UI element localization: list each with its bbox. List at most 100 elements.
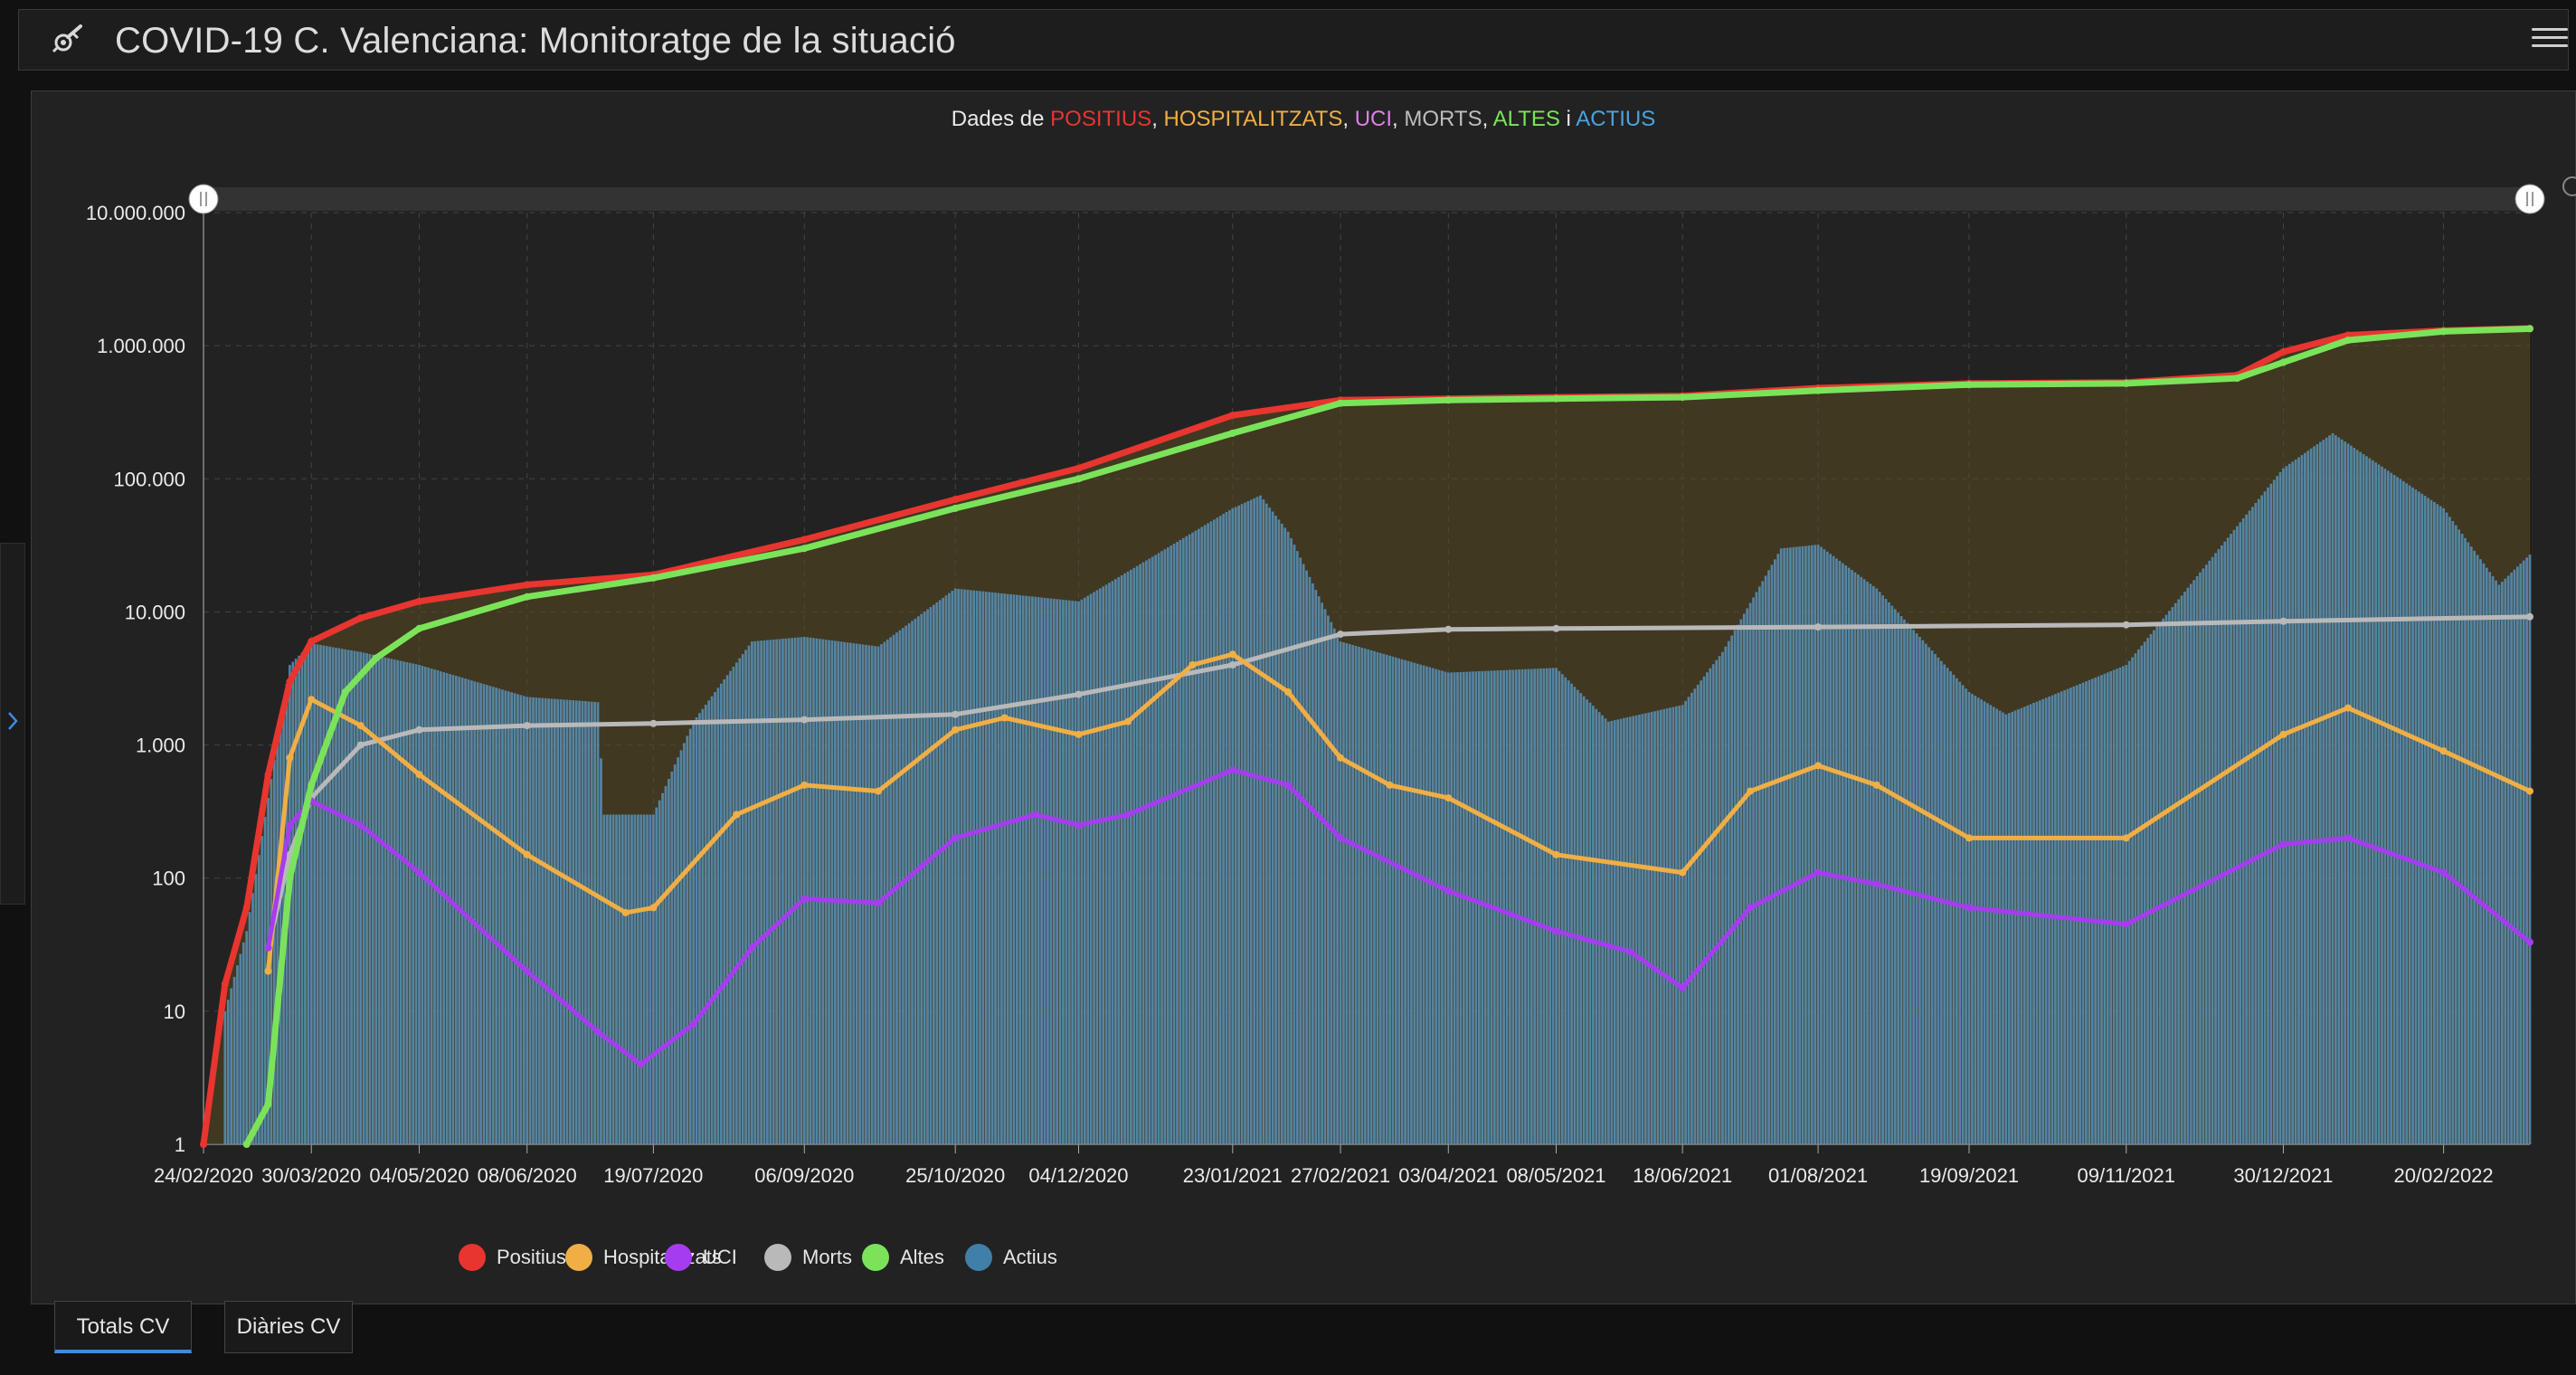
actius-bar <box>309 643 313 1144</box>
actius-bar <box>1656 710 1660 1144</box>
data-point-hospitalitzats <box>1552 850 1560 858</box>
actius-bar <box>2239 522 2242 1144</box>
actius-bar <box>1956 678 1958 1144</box>
actius-bar <box>942 597 944 1144</box>
data-point-uci <box>1965 904 1973 912</box>
actius-bar <box>926 609 929 1144</box>
data-point-altes <box>1679 394 1687 402</box>
actius-bar <box>1908 626 1912 1144</box>
chart-title-part: MORTS <box>1404 107 1482 131</box>
actius-bar <box>1141 562 1145 1144</box>
actius-bar <box>1058 599 1062 1144</box>
actius-bar <box>1295 551 1299 1144</box>
actius-bar <box>668 779 670 1144</box>
side-panel-toggle[interactable] <box>0 543 25 905</box>
actius-bar <box>843 641 846 1144</box>
actius-bar <box>1816 545 1820 1144</box>
actius-bar <box>948 593 951 1144</box>
actius-bar <box>2497 584 2501 1144</box>
actius-bar <box>1623 717 1625 1144</box>
actius-bar <box>972 590 976 1144</box>
actius-bar <box>2427 498 2429 1144</box>
actius-bar <box>2186 587 2190 1144</box>
range-handle-right[interactable] <box>2514 184 2545 214</box>
actius-bar <box>1037 597 1040 1144</box>
data-point-positius <box>523 581 531 589</box>
actius-bar <box>405 662 409 1144</box>
actius-bar <box>393 659 396 1144</box>
actius-bar <box>2460 534 2464 1144</box>
actius-bar <box>1157 553 1160 1144</box>
actius-bar <box>1888 602 1890 1144</box>
actius-bar <box>1342 642 1345 1144</box>
actius-bar <box>1733 630 1737 1144</box>
actius-bar <box>418 665 421 1144</box>
actius-bar <box>1453 672 1456 1144</box>
actius-bar <box>1406 660 1410 1144</box>
actius-bar <box>1185 536 1189 1144</box>
actius-bar <box>1724 646 1728 1144</box>
actius-bar <box>2278 471 2282 1144</box>
actius-bar <box>627 814 630 1144</box>
actius-bar <box>793 637 797 1144</box>
actius-bar <box>1034 596 1037 1144</box>
data-point-uci <box>1124 811 1132 819</box>
tab-totals-cv[interactable]: Totals CV <box>54 1301 192 1353</box>
actius-bar <box>2072 686 2076 1144</box>
actius-bar <box>1369 650 1373 1144</box>
actius-bar <box>442 672 446 1144</box>
chevron-right-icon <box>8 712 18 730</box>
data-point-uci <box>594 1028 601 1036</box>
actius-bar <box>2069 688 2072 1144</box>
actius-bar <box>2199 572 2202 1144</box>
actius-bar <box>1378 652 1382 1144</box>
actius-bar <box>1832 555 1835 1144</box>
actius-bar <box>1431 668 1435 1144</box>
series-line-morts <box>266 614 2533 951</box>
data-point-uci <box>1626 948 1634 956</box>
x-tick-label: 24/02/2020 <box>154 1164 253 1187</box>
actius-bar <box>507 691 510 1144</box>
actius-bar <box>1567 680 1570 1144</box>
tab-diaries-cv[interactable]: Diàries CV <box>224 1301 353 1353</box>
hamburger-menu-icon[interactable] <box>2532 23 2568 59</box>
actius-bar <box>2436 504 2439 1144</box>
actius-bar <box>1065 600 1068 1144</box>
actius-bar <box>532 697 535 1144</box>
data-point-hospitalitzats <box>1000 714 1009 722</box>
data-point-hospitalitzats <box>1189 661 1197 669</box>
data-point-altes <box>264 1100 272 1108</box>
actius-bar <box>2411 487 2414 1144</box>
actius-bar <box>2306 450 2310 1144</box>
actius-bar <box>1477 671 1481 1144</box>
y-tick-label: 1 <box>175 1133 185 1156</box>
actius-bar <box>1345 643 1349 1144</box>
actius-bar <box>1191 532 1194 1144</box>
panel-options-button[interactable] <box>2562 176 2576 196</box>
actius-bar <box>2241 518 2245 1144</box>
actius-bar <box>1234 507 1237 1144</box>
actius-bar <box>2106 672 2109 1144</box>
actius-bar <box>1499 670 1502 1144</box>
actius-bar <box>734 662 738 1144</box>
legend-dot <box>764 1244 791 1271</box>
actius-bar <box>1255 497 1259 1144</box>
actius-bar <box>2365 456 2368 1144</box>
actius-bar <box>1018 595 1022 1144</box>
actius-bar <box>497 688 501 1144</box>
actius-bar <box>1946 668 1949 1144</box>
actius-bar <box>2002 712 2004 1144</box>
actius-bar <box>541 697 545 1144</box>
range-handle-left[interactable] <box>188 184 219 214</box>
actius-bar <box>1653 711 1656 1144</box>
actius-bar <box>975 591 979 1144</box>
data-point-hospitalitzats <box>286 754 294 762</box>
actius-bar <box>646 814 649 1144</box>
actius-bar <box>833 640 837 1144</box>
actius-bar <box>1767 570 1770 1144</box>
actius-bar <box>337 648 341 1144</box>
chart-title-part: i <box>1559 107 1577 131</box>
actius-bar <box>1607 721 1610 1144</box>
actius-bar <box>2504 578 2507 1144</box>
data-point-altes <box>415 624 423 632</box>
